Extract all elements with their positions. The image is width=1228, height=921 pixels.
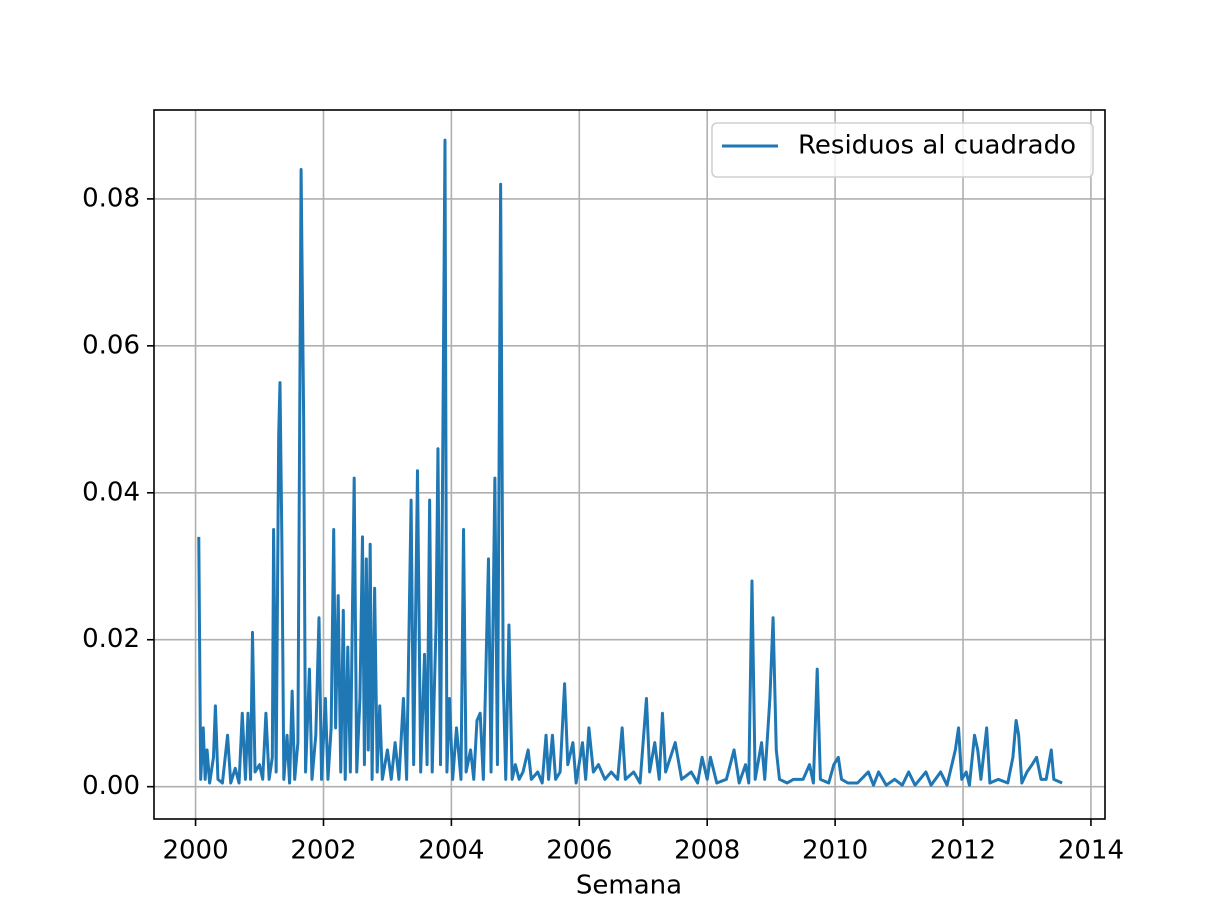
x-tick-label: 2000 [162, 836, 228, 866]
x-axis-label: Semana [576, 871, 682, 901]
grid [154, 110, 1105, 819]
x-tick-label: 2012 [930, 836, 996, 866]
y-tick-label: 0.08 [82, 183, 140, 213]
x-tick-label: 2010 [802, 836, 868, 866]
x-tick-label: 2008 [674, 836, 740, 866]
plot-area [197, 138, 1063, 787]
axes-frame [153, 109, 1106, 820]
y-tick-label: 0.02 [82, 624, 140, 654]
x-tick-label: 2004 [418, 836, 484, 866]
ticks: 0.00 0.02 0.04 0.06 0.08 2000 2002 2004 2006 2008… [82, 183, 1124, 865]
x-tick-label: 2014 [1058, 836, 1124, 866]
y-tick-label: 0.06 [82, 330, 140, 360]
data-line [197, 138, 1063, 787]
legend-label: Residuos al cuadrado [798, 131, 1076, 161]
y-tick-label: 0.00 [82, 771, 140, 801]
legend-box [711, 122, 1094, 178]
x-tick-label: 2006 [546, 836, 612, 866]
x-tick-label: 2002 [290, 836, 356, 866]
y-tick-label: 0.04 [82, 477, 140, 507]
legend: Residuos al cuadrado [711, 122, 1094, 178]
